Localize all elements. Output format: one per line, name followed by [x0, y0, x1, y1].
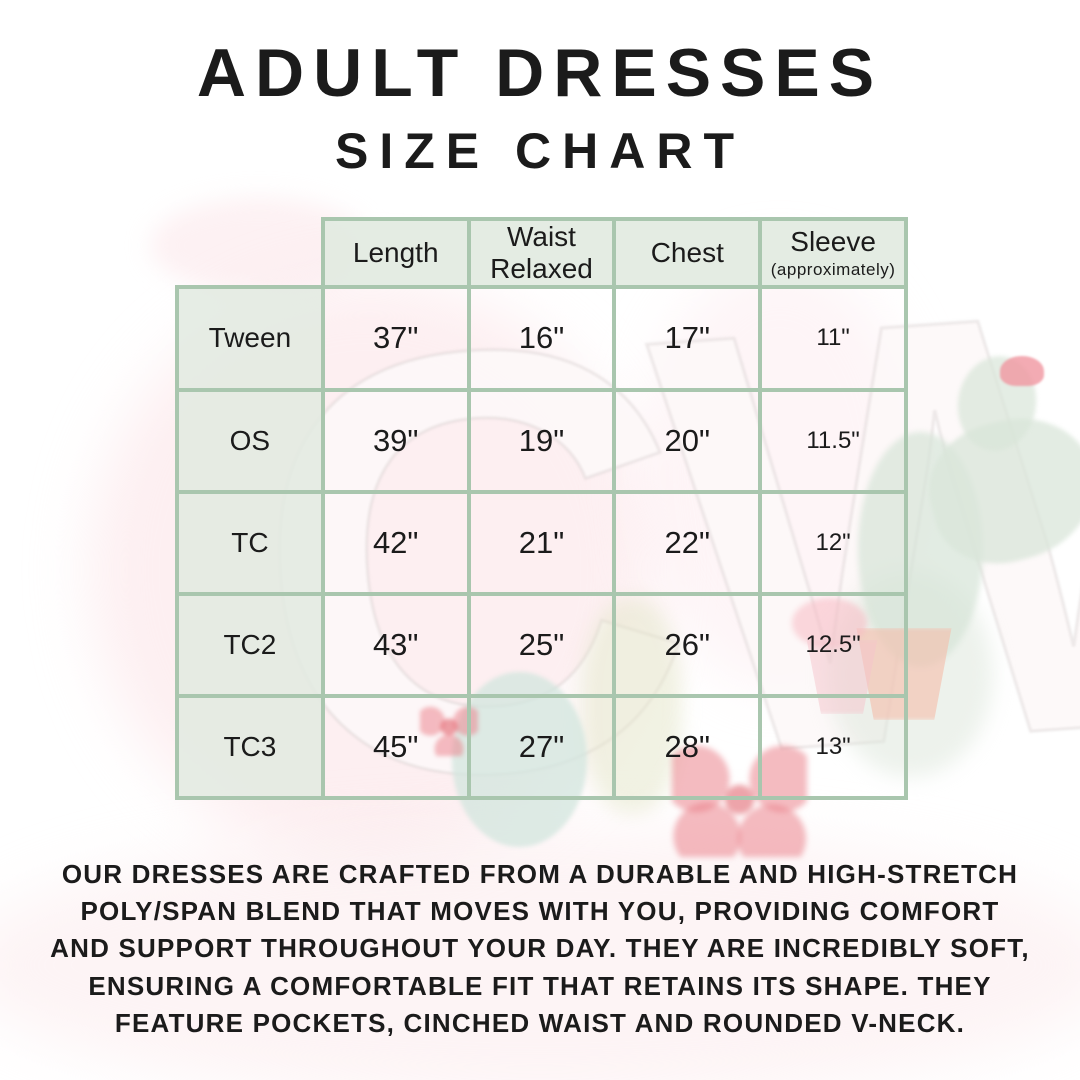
- length-value-cell: 43": [320, 591, 471, 698]
- cactus-flower-icon: [1000, 356, 1044, 386]
- size-cell: TC3: [175, 693, 325, 801]
- product-description: OUR DRESSES ARE CRAFTED FROM A DURABLE A…: [30, 856, 1050, 1042]
- column-header-label: Waist Relaxed: [490, 221, 593, 285]
- chest-value-cell: 17": [612, 285, 763, 392]
- length-value-cell: 37": [320, 285, 471, 392]
- size-cell: TC2: [175, 591, 325, 698]
- page-subtitle: SIZE CHART: [335, 123, 745, 179]
- cactus-icon: [915, 402, 1080, 578]
- description-line: ENSURING A COMFORTABLE FIT THAT RETAINS …: [88, 970, 992, 1001]
- table-row-tc2: TC2 43" 25" 26" 12.5": [175, 591, 908, 698]
- sleeve-value-cell: 11.5": [758, 387, 908, 494]
- waist-value-cell: 21": [466, 489, 617, 596]
- table-row-os: OS 39" 19" 20" 11.5": [175, 387, 908, 494]
- column-header-sleeve: Sleeve (approximately): [758, 216, 908, 290]
- description-line: POLY/SPAN BLEND THAT MOVES WITH YOU, PRO…: [80, 896, 1000, 927]
- size-chart-table: Length Waist Relaxed Chest Sleeve (appro…: [175, 216, 908, 801]
- length-value-cell: 42": [320, 489, 471, 596]
- length-value-cell: 39": [320, 387, 471, 494]
- chest-value-cell: 26": [612, 591, 763, 698]
- description-line: OUR DRESSES ARE CRAFTED FROM A DURABLE A…: [61, 859, 1019, 889]
- waist-value-cell: 16": [466, 285, 617, 392]
- sleeve-value-cell: 12.5": [758, 591, 908, 698]
- waist-value-cell: 25": [466, 591, 617, 698]
- header-row: Length Waist Relaxed Chest Sleeve (appro…: [177, 216, 908, 290]
- size-cell: TC: [175, 489, 325, 596]
- description-line: FEATURE POCKETS, CINCHED WAIST AND ROUND…: [114, 1007, 966, 1038]
- size-cell: OS: [175, 387, 325, 494]
- column-header-chest: Chest: [612, 216, 763, 290]
- length-value-cell: 45": [320, 693, 471, 801]
- chest-value-cell: 28": [612, 693, 763, 801]
- chest-value-cell: 22": [612, 489, 763, 596]
- column-header-label: Chest: [650, 237, 724, 269]
- sleeve-value-cell: 13": [758, 693, 908, 801]
- column-header-waist-relaxed: Waist Relaxed: [466, 216, 617, 290]
- page-title: ADULT DRESSES: [196, 35, 884, 111]
- corner-cell: [177, 219, 323, 287]
- table-row-tween: Tween 37" 16" 17" 11": [175, 285, 908, 392]
- description-line: AND SUPPORT THROUGHOUT YOUR DAY. THEY AR…: [50, 933, 1030, 964]
- column-header-label: Length: [352, 237, 439, 269]
- sleeve-value-cell: 11": [758, 285, 908, 392]
- table-row-tc3: TC3 45" 27" 28" 13": [175, 693, 908, 801]
- column-header-sub: (approximately): [770, 260, 896, 280]
- cactus-icon: [951, 350, 1043, 457]
- table-row-tc: TC 42" 21" 22" 12": [175, 489, 908, 596]
- waist-value-cell: 19": [466, 387, 617, 494]
- size-cell: Tween: [175, 285, 325, 392]
- chest-value-cell: 20": [612, 387, 763, 494]
- sleeve-value-cell: 12": [758, 489, 908, 596]
- column-header-length: Length: [320, 216, 471, 290]
- column-header-label: Sleeve: [790, 226, 876, 258]
- waist-value-cell: 27": [466, 693, 617, 801]
